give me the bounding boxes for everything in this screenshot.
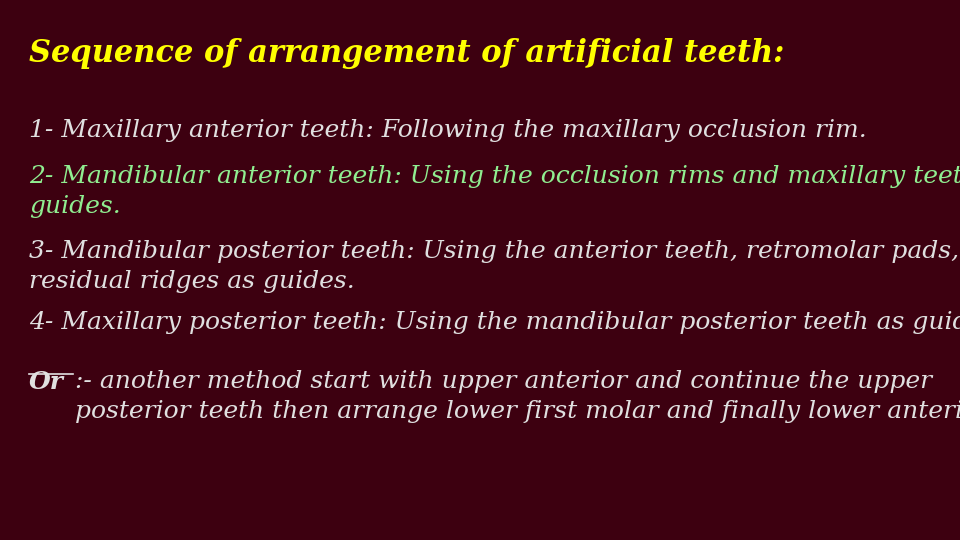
Text: 4- Maxillary posterior teeth: Using the mandibular posterior teeth as guides.: 4- Maxillary posterior teeth: Using the … [29,310,960,334]
Text: Sequence of arrangement of artificial teeth:: Sequence of arrangement of artificial te… [29,38,784,69]
Text: Or: Or [29,370,63,394]
Text: 2- Mandibular anterior teeth: Using the occlusion rims and maxillary teeth as
gu: 2- Mandibular anterior teeth: Using the … [29,165,960,218]
Text: :- another method start with upper anterior and continue the upper
posterior tee: :- another method start with upper anter… [75,370,960,423]
Text: 1- Maxillary anterior teeth: Following the maxillary occlusion rim.: 1- Maxillary anterior teeth: Following t… [29,119,867,142]
Text: 3- Mandibular posterior teeth: Using the anterior teeth, retromolar pads, and
re: 3- Mandibular posterior teeth: Using the… [29,240,960,294]
